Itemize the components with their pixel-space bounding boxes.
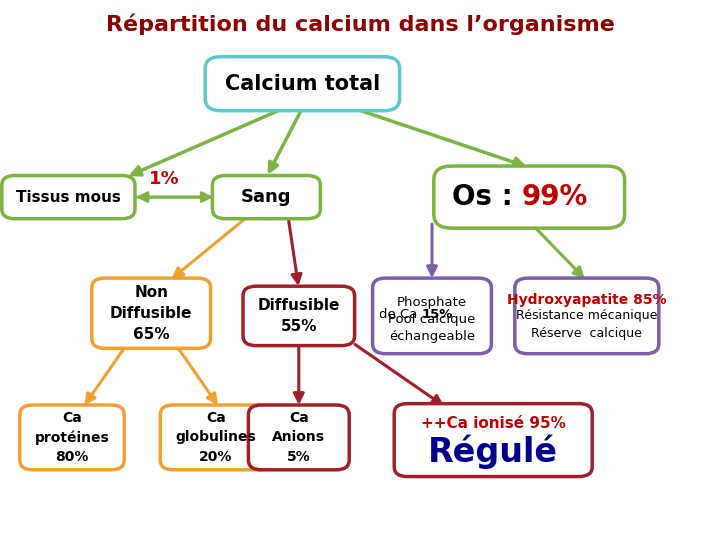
FancyBboxPatch shape [92, 278, 210, 348]
FancyBboxPatch shape [515, 278, 659, 354]
Text: Calcium total: Calcium total [225, 73, 380, 94]
Text: de Ca: de Ca [379, 308, 421, 321]
Text: Ca
protéines
80%: Ca protéines 80% [35, 410, 109, 464]
FancyBboxPatch shape [373, 278, 491, 354]
Text: Ca
globulines
20%: Ca globulines 20% [176, 411, 256, 464]
Text: Hydroxyapatite 85%: Hydroxyapatite 85% [507, 293, 667, 307]
FancyBboxPatch shape [433, 166, 624, 228]
Text: Phosphate: Phosphate [397, 296, 467, 309]
Text: 1%: 1% [149, 170, 179, 188]
FancyBboxPatch shape [20, 405, 125, 470]
Text: Non
Diffusible
65%: Non Diffusible 65% [110, 285, 192, 342]
Text: ++Ca ionisé 95%: ++Ca ionisé 95% [420, 416, 566, 431]
FancyBboxPatch shape [243, 286, 354, 346]
FancyBboxPatch shape [205, 57, 400, 111]
Text: 15%: 15% [421, 308, 453, 321]
Text: Tissus mous: Tissus mous [16, 190, 121, 205]
Text: Pool calcique
échangeable: Pool calcique échangeable [388, 313, 476, 343]
FancyBboxPatch shape [160, 405, 271, 470]
FancyBboxPatch shape [212, 176, 320, 219]
Text: Ca
Anions
5%: Ca Anions 5% [272, 411, 325, 464]
Text: Régulé: Régulé [428, 435, 558, 469]
FancyBboxPatch shape [2, 176, 135, 219]
Text: Résistance mécanique
Réserve  calcique: Résistance mécanique Réserve calcique [516, 308, 657, 340]
FancyBboxPatch shape [248, 405, 349, 470]
Text: Os :: Os : [451, 183, 522, 211]
Text: Sang: Sang [241, 188, 292, 206]
Text: 99%: 99% [522, 183, 588, 211]
Text: Répartition du calcium dans l’organisme: Répartition du calcium dans l’organisme [106, 14, 614, 35]
FancyBboxPatch shape [395, 404, 593, 477]
Text: Diffusible
55%: Diffusible 55% [258, 298, 340, 334]
